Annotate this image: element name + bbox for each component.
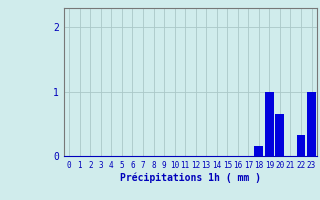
Bar — [297, 135, 306, 156]
Bar — [276, 114, 284, 156]
X-axis label: Précipitations 1h ( mm ): Précipitations 1h ( mm ) — [120, 173, 261, 183]
Bar — [265, 92, 274, 156]
Bar — [254, 146, 263, 156]
Bar — [307, 92, 316, 156]
